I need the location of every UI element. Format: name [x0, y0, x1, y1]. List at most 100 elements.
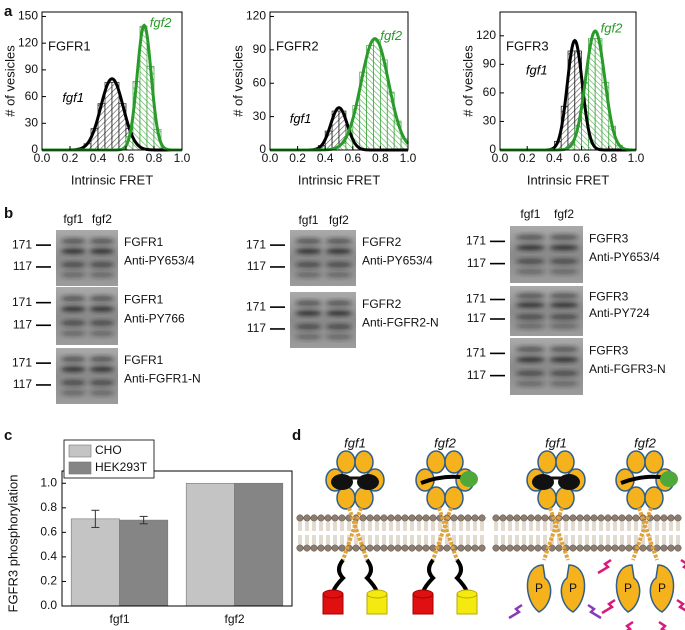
- phospho-label: P: [535, 581, 543, 595]
- blot-band: [60, 295, 86, 302]
- y-axis-label: # of vesicles: [230, 45, 245, 117]
- lipid-head: [576, 544, 584, 552]
- blot-label: Anti-PY766: [124, 312, 185, 326]
- lipid-head: [471, 514, 479, 522]
- lipid-head: [380, 514, 388, 522]
- lipid-head: [639, 544, 647, 552]
- lipid-head: [296, 544, 304, 552]
- lipid-head: [653, 514, 661, 522]
- x-tick-label: fgf2: [224, 612, 244, 626]
- lipid-head: [555, 544, 563, 552]
- lipid-head: [674, 514, 682, 522]
- tm-helix: [631, 507, 653, 561]
- ligand-fgf1: [558, 474, 580, 490]
- lipid-head: [450, 514, 458, 522]
- lipid-head: [303, 544, 311, 552]
- lipid-head: [415, 514, 423, 522]
- y-tick-label: 0.2: [40, 574, 57, 588]
- lipid-head: [394, 514, 402, 522]
- legend-label: CHO: [95, 443, 122, 457]
- lipid-head: [583, 514, 591, 522]
- blot-band: [60, 366, 86, 373]
- kinase-domain: [560, 564, 586, 613]
- lipid-head: [499, 514, 507, 522]
- blot-band: [325, 238, 353, 245]
- blot-band: [89, 330, 115, 337]
- lipid-head: [422, 544, 430, 552]
- receptor-domain: [444, 486, 464, 510]
- lipid-head: [373, 514, 381, 522]
- x-tick-label: 1.0: [400, 151, 417, 165]
- tm-helix: [341, 507, 363, 561]
- lipid-head: [310, 544, 318, 552]
- y-tick-label: 60: [483, 85, 497, 99]
- ligand-fgf1: [331, 474, 353, 490]
- blot-band: [89, 248, 115, 255]
- x-tick-label: 0.0: [34, 151, 51, 165]
- lipid-head: [604, 514, 612, 522]
- blot-band: [60, 379, 86, 386]
- x-tick-label: fgf1: [109, 612, 129, 626]
- y-tick-label: 0: [259, 142, 266, 156]
- blot-label: FGFR3: [589, 231, 629, 245]
- y-tick-label: 90: [25, 62, 39, 76]
- y-axis-label: # of vesicles: [460, 45, 475, 117]
- y-tick-label: 30: [483, 114, 497, 128]
- marker-label: 117: [13, 259, 32, 273]
- x-tick-label: 0.4: [317, 151, 334, 165]
- y-tick-label: 90: [483, 57, 497, 71]
- blot-band: [515, 293, 546, 299]
- lipid-head: [415, 544, 423, 552]
- blot-band: [89, 238, 115, 245]
- blot-band: [325, 323, 353, 330]
- ligand-label: fgf2: [434, 435, 456, 450]
- lipid-head: [590, 514, 598, 522]
- bar: [119, 519, 169, 607]
- lipid-head: [660, 514, 668, 522]
- marker-label: 117: [13, 317, 32, 331]
- lipid-head: [394, 544, 402, 552]
- blot-band: [89, 389, 115, 396]
- blot-label: Anti-PY653/4: [124, 254, 195, 268]
- lipid-head: [317, 544, 325, 552]
- y-axis-label: FGFR3 phosphorylation: [5, 474, 20, 612]
- y-tick-label: 120: [18, 35, 38, 49]
- lipid-head: [667, 544, 675, 552]
- lipid-head: [401, 514, 409, 522]
- blot-band: [515, 268, 546, 275]
- marker-label: 171: [12, 295, 32, 309]
- blot-band: [549, 356, 579, 363]
- y-tick-label: 90: [253, 42, 267, 56]
- receptor-domain: [555, 486, 575, 510]
- receptor-domain: [354, 450, 374, 474]
- lipid-head: [527, 514, 535, 522]
- blot-band: [295, 300, 322, 307]
- blot-label: Anti-FGFR3-N: [589, 362, 666, 376]
- lipid-head: [464, 544, 472, 552]
- blot-band: [549, 244, 579, 251]
- lipid-head: [429, 514, 437, 522]
- blot-band: [325, 261, 353, 268]
- blot-band: [549, 268, 579, 275]
- fluorophore-top: [322, 589, 344, 599]
- blot-band: [549, 314, 579, 320]
- blot-band: [515, 258, 546, 265]
- phospho-label: P: [658, 581, 666, 595]
- lipid-head: [583, 544, 591, 552]
- panel-label: c: [4, 427, 12, 444]
- marker-label: 117: [13, 377, 32, 391]
- blot-label: FGFR2: [362, 235, 402, 249]
- marker-label: 171: [246, 237, 266, 251]
- phospho-label: P: [624, 581, 632, 595]
- marker-label: 117: [467, 311, 486, 325]
- ligand-label: fgf2: [634, 435, 656, 450]
- blot-label: Anti-FGFR1-N: [124, 372, 201, 386]
- ligand-label: fgf1: [344, 435, 366, 450]
- blot-band: [89, 379, 115, 386]
- blot-label: Anti-PY653/4: [589, 250, 660, 264]
- lipid-head: [408, 514, 416, 522]
- receptor-domain: [336, 486, 356, 510]
- histogram-bar: [366, 44, 374, 151]
- plot-frame: [269, 11, 409, 151]
